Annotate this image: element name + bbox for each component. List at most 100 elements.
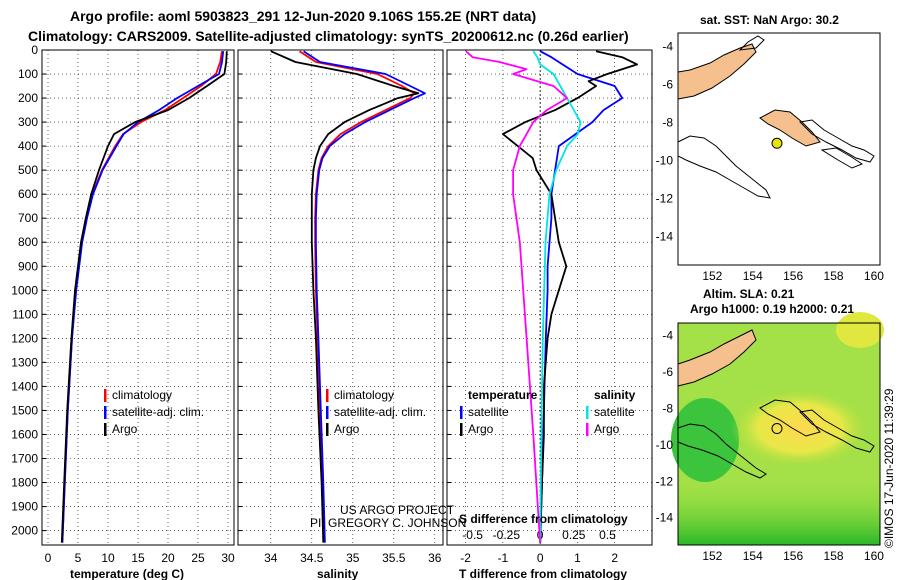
legend-label-climatology: climatology (112, 388, 172, 402)
salinity-tick-labels: 34 34.5 35 35.5 36 (264, 551, 442, 565)
salinity-plot-frame (237, 49, 444, 546)
pi-credit: PI: GREGORY C. JOHNSON (310, 516, 466, 530)
latitude-label: -14 (656, 229, 674, 243)
altimetry-map-longitude-labels: 152 154 156 158 160 (702, 549, 884, 563)
solomon-islands-outline (798, 409, 875, 453)
series-line-satellite-adj-clim- (303, 50, 426, 543)
s-tick-label: -0.25 (493, 528, 521, 542)
depth-tick-label: 1600 (11, 427, 38, 441)
longitude-label: 154 (743, 269, 763, 283)
legend-title-temperature: temperature (468, 388, 538, 402)
depth-tick-label: 2000 (11, 524, 38, 538)
title-line-2: Climatology: CARS2009. Satellite-adjuste… (28, 28, 629, 44)
depth-tick-label: 100 (18, 67, 38, 81)
series-line-satellite-adj-clim- (61, 51, 225, 543)
series-line-argo (270, 50, 420, 543)
longitude-label: 156 (783, 269, 803, 283)
temperature-legend: climatology satellite-adj. clim. Argo (104, 388, 204, 436)
longitude-label: 152 (702, 549, 722, 563)
difference-legend: temperature salinity satellite Argo sate… (460, 388, 636, 436)
sst-map-coastlines (677, 35, 875, 199)
depth-tick-label: 1800 (11, 476, 38, 490)
x-tick-label: 15 (131, 551, 145, 565)
new-ireland-outline (738, 35, 765, 51)
longitude-label: 152 (702, 269, 722, 283)
altimetry-map: Altim. SLA: 0.21 Argo h1000: 0.19 h2000:… (656, 287, 885, 563)
sla-low-west (671, 398, 739, 482)
sst-map: sat. SST: NaN Argo: 30.2 152 154 156 158 160… (656, 13, 885, 283)
s-difference-axis-label: S difference from climatology (459, 512, 628, 526)
legend-swatch-s-argo (586, 423, 589, 436)
legend-label-satellite: satellite-adj. clim. (334, 405, 426, 419)
depth-tick-label: 1100 (12, 307, 38, 321)
x-tick-label: 34 (264, 551, 278, 565)
bougainville-outline (759, 399, 821, 437)
series-line-s-argo (465, 50, 568, 543)
longitude-label: 160 (864, 549, 884, 563)
salinity-series (270, 50, 426, 543)
legend-swatch-argo (104, 423, 107, 436)
depth-tick-label: 1900 (11, 500, 38, 514)
latitude-label: -4 (662, 329, 673, 343)
depth-tick-label: 800 (18, 235, 38, 249)
x-tick-label: 10 (101, 551, 115, 565)
latitude-label: -4 (662, 39, 673, 53)
s-tick-label: -0.5 (462, 528, 483, 542)
difference-plot-frame (446, 49, 653, 546)
salinity-panel: 34 34.5 35 35.5 36 salinity climatology sate… (237, 49, 466, 580)
solomon-islands-outline (798, 119, 875, 163)
s-tick-label: 0.25 (562, 528, 586, 542)
title-line-1: Argo profile: aoml 5903823_291 12-Jun-20… (70, 8, 536, 24)
x-tick-label: -1 (498, 551, 509, 565)
altimetry-map-coastlines (677, 329, 875, 479)
depth-tick-label: 400 (18, 139, 38, 153)
imos-credit: ©IMOS 17-Jun-2020 11:39:29 (882, 388, 896, 548)
x-tick-label: 30 (221, 551, 235, 565)
depth-tick-label: 0 (31, 43, 38, 57)
depth-tick-label: 600 (18, 187, 38, 201)
latitude-label: -12 (656, 191, 674, 205)
sst-map-latitude-labels: -4 -6 -8 -10 -12 -14 (656, 39, 674, 243)
bougainville-land (759, 109, 821, 147)
x-tick-label: 2 (611, 551, 618, 565)
legend-swatch-t-satellite (460, 406, 463, 419)
legend-label-climatology: climatology (334, 388, 394, 402)
new-guinea-land (677, 43, 757, 100)
legend-label-satellite: satellite-adj. clim. (112, 405, 204, 419)
longitude-label: 160 (864, 269, 884, 283)
x-tick-label: 25 (191, 551, 205, 565)
sla-low-south (678, 480, 880, 545)
latitude-label: -12 (656, 474, 674, 488)
legend-swatch-t-argo (460, 423, 463, 436)
x-tick-label: 36 (428, 551, 442, 565)
latitude-label: -8 (662, 115, 673, 129)
depth-tick-label: 200 (18, 91, 38, 105)
temperature-panel: 0100200300400500600700800900100011001200… (11, 43, 235, 580)
depth-tick-label: 300 (18, 115, 38, 129)
x-tick-label: 35 (346, 551, 360, 565)
legend-swatch-climatology (104, 389, 107, 402)
depth-tick-label: 900 (18, 259, 38, 273)
legend-label-argo: Argo (334, 422, 360, 436)
depth-tick-labels: 0 100 200 300 400 500 600 700 800 900 1000 1100 1200… (11, 43, 38, 538)
sst-map-title: sat. SST: NaN Argo: 30.2 (700, 13, 839, 27)
difference-grid (447, 49, 652, 545)
legend-swatch-satellite (104, 406, 107, 419)
x-tick-label: 0 (45, 551, 52, 565)
temperature-axis-label: temperature (deg C) (70, 567, 184, 580)
png-tail-outline (677, 135, 771, 199)
altimetry-map-subtitle: Argo h1000: 0.19 h2000: 0.21 (690, 302, 854, 316)
depth-tick-label: 500 (18, 163, 38, 177)
difference-series (465, 50, 638, 543)
x-tick-label: -2 (460, 551, 471, 565)
legend-label-s-argo: Argo (594, 422, 620, 436)
temperature-grid (42, 49, 234, 545)
depth-tick-label: 1200 (11, 331, 38, 345)
sla-high-center (730, 388, 870, 468)
x-tick-label: 20 (161, 551, 175, 565)
sla-high-northeast (836, 312, 884, 348)
guadalcanal-outline (820, 147, 864, 169)
longitude-label: 156 (783, 549, 803, 563)
temperature-tick-labels: 0 5 10 15 20 25 30 (45, 551, 235, 565)
